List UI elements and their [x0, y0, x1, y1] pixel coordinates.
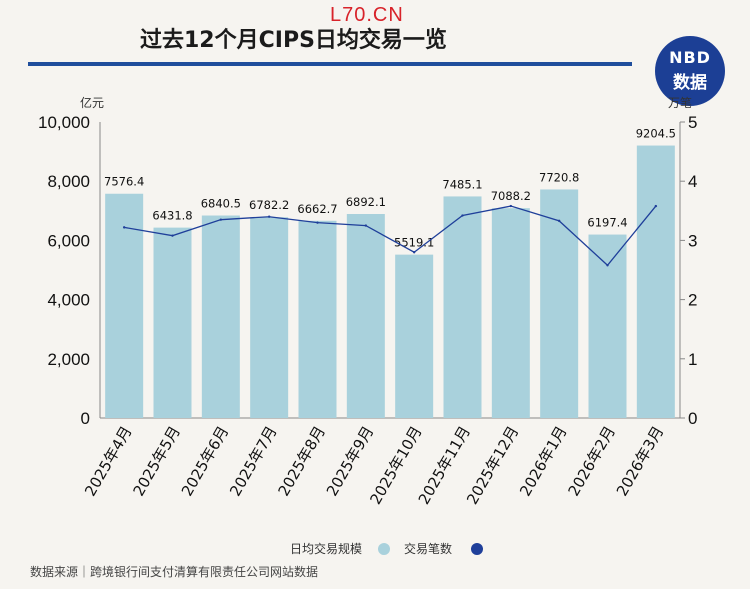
line-point [654, 204, 658, 208]
bar [201, 215, 240, 418]
legend-label-bars: 日均交易规模 [290, 541, 362, 556]
line-point [364, 224, 368, 227]
y-right-tick-label: 5 [688, 113, 697, 132]
line-point [316, 221, 319, 224]
logo-line1: NBD [669, 48, 711, 67]
bar [636, 145, 675, 418]
bar-value-label: 7485.1 [442, 177, 482, 191]
x-tick-label: 2025年12月 [463, 423, 522, 508]
watermark-top-text: L70.CN [330, 4, 404, 26]
line-point [412, 251, 416, 254]
bar [491, 208, 530, 418]
bar-value-label: 9204.5 [636, 127, 676, 141]
bar-value-label: 7088.2 [491, 189, 531, 203]
legend-swatch-bars [378, 543, 390, 555]
data-source: 数据来源｜跨境银行间支付清算有限责任公司网站数据 [30, 565, 319, 579]
y-left-tick-label: 6,000 [47, 231, 90, 250]
bar [153, 227, 192, 418]
x-tick-label: 2025年7月 [226, 423, 280, 499]
y-right-tick-label: 3 [688, 231, 697, 250]
line-point [557, 219, 561, 223]
title-underline [28, 62, 632, 66]
y-left-tick-label: 10,000 [38, 113, 90, 132]
chart-title: 过去12个月CIPS日均交易一览 [140, 28, 447, 53]
x-tick-label: 2026年1月 [516, 423, 570, 499]
x-tick-label: 2025年5月 [130, 423, 184, 499]
bar-value-label: 6892.1 [346, 195, 386, 209]
y-right-tick-label: 0 [688, 409, 697, 428]
legend-label-line: 交易笔数 [404, 541, 452, 556]
y-right-tick-label: 1 [688, 350, 697, 369]
bar-value-label: 6197.4 [587, 216, 627, 230]
bar-value-label: 7576.4 [104, 175, 144, 189]
line-point [219, 218, 223, 221]
bar-value-label: 6431.8 [152, 209, 192, 223]
bar [395, 254, 434, 418]
bar [443, 196, 482, 418]
logo-line2: 数据 [673, 73, 707, 93]
x-tick-label: 2025年9月 [323, 423, 377, 499]
y-right-tick-label: 4 [688, 172, 697, 191]
x-tick-label: 2026年2月 [565, 423, 619, 499]
line-point [606, 264, 609, 267]
bar-value-label: 6662.7 [297, 202, 337, 216]
y-left-tick-label: 2,000 [47, 350, 90, 369]
bar [250, 217, 289, 418]
bar [346, 213, 385, 418]
bar [588, 234, 627, 418]
y-left-tick-label: 4,000 [47, 291, 90, 310]
x-tick-label: 2025年6月 [178, 423, 232, 499]
line-point [267, 215, 271, 218]
y-left-unit: 亿元 [80, 95, 104, 110]
bar-value-label: 6782.2 [249, 198, 289, 212]
bar-value-label: 6840.5 [201, 197, 241, 211]
x-tick-label: 2025年8月 [275, 423, 329, 499]
line-point [509, 204, 513, 208]
bar-value-label: 5519.1 [394, 236, 434, 250]
y-left-tick-label: 8,000 [47, 172, 90, 191]
line-series-trades [124, 205, 657, 267]
bar [298, 220, 337, 418]
x-tick-label: 2026年3月 [613, 423, 667, 499]
bar [105, 193, 144, 418]
y-left-tick-label: 0 [81, 409, 90, 428]
bar [540, 189, 579, 418]
line-point [461, 214, 464, 217]
y-right-unit: 万笔 [668, 95, 692, 110]
x-tick-label: 2025年4月 [81, 423, 135, 499]
line-point [122, 226, 126, 229]
nbd-logo: NBD 数据 [655, 36, 725, 106]
bar-value-label: 7720.8 [539, 170, 579, 184]
y-right-tick-label: 2 [688, 291, 697, 310]
line-point [171, 234, 174, 237]
legend-swatch-line [471, 543, 483, 555]
